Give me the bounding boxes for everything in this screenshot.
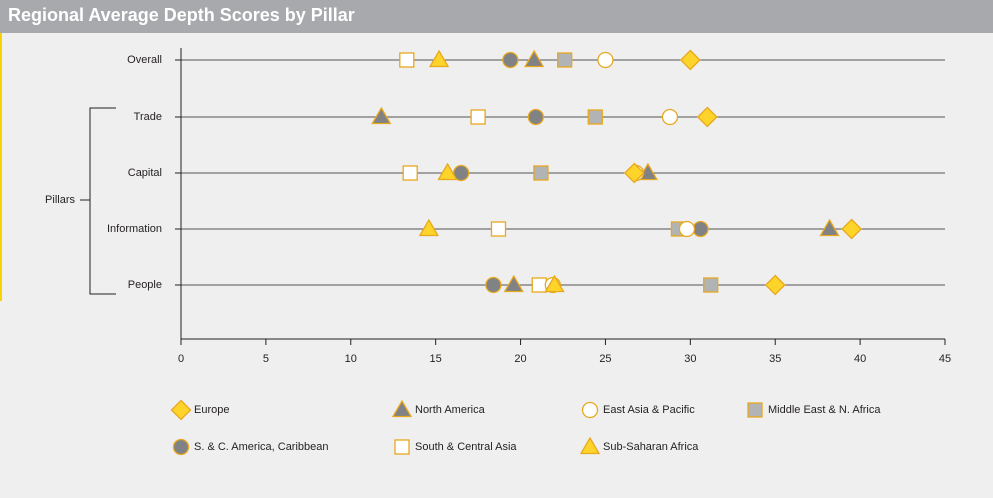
y-tick-label: Information: [107, 223, 162, 235]
legend-marker-east-asia-pacific: [581, 401, 599, 419]
data-point-middle-east-n-africa: [533, 165, 549, 181]
y-tick-label: Trade: [134, 111, 162, 123]
data-point-middle-east-n-africa: [703, 277, 719, 293]
x-tick-label: 5: [263, 353, 269, 365]
data-point-south-central-asia: [402, 165, 418, 181]
x-tick-label: 35: [769, 353, 781, 365]
data-point-middle-east-n-africa: [587, 109, 603, 125]
data-point-sub-saharan-africa: [418, 218, 440, 237]
legend-label-sub-saharan-africa: Sub-Saharan Africa: [603, 441, 699, 453]
x-tick-label: 30: [684, 353, 696, 365]
data-point-europe: [679, 49, 701, 71]
data-point-east-asia-pacific: [597, 51, 614, 69]
legend-label-s-c-america-caribbean: S. & C. America, Caribbean: [194, 441, 329, 453]
legend-label-south-central-asia: South & Central Asia: [415, 441, 517, 453]
data-point-east-asia-pacific: [678, 220, 696, 238]
data-point-europe: [696, 106, 718, 128]
x-tick-label: 0: [178, 353, 184, 365]
x-tick-label: 25: [599, 353, 611, 365]
data-point-sub-saharan-africa: [428, 49, 450, 68]
x-tick-label: 10: [345, 353, 357, 365]
data-point-europe: [841, 218, 863, 240]
x-tick-label: 20: [514, 353, 526, 365]
legend-label-east-asia-pacific: East Asia & Pacific: [603, 404, 695, 416]
data-point-north-america: [819, 218, 840, 237]
data-point-s-c-america-caribbean: [527, 108, 544, 126]
data-point-middle-east-n-africa: [557, 52, 573, 68]
data-point-north-america: [371, 106, 392, 125]
data-point-s-c-america-caribbean: [485, 276, 502, 294]
data-point-east-asia-pacific: [661, 108, 679, 126]
data-point-south-central-asia: [490, 221, 507, 237]
data-point-europe: [623, 162, 645, 184]
legend-label-europe: Europe: [194, 404, 229, 416]
data-point-sub-saharan-africa: [544, 274, 565, 293]
data-point-s-c-america-caribbean: [692, 220, 709, 238]
x-tick-label: 40: [854, 353, 866, 365]
legend-label-north-america: North America: [415, 404, 486, 416]
y-tick-label: People: [128, 279, 162, 291]
chart-title: Regional Average Depth Scores by Pillar: [8, 5, 355, 25]
data-point-south-central-asia: [531, 277, 547, 293]
data-point-south-central-asia: [470, 109, 486, 125]
x-tick-label: 15: [430, 353, 442, 365]
legend-marker-north-america: [391, 399, 413, 418]
data-point-south-central-asia: [399, 52, 415, 68]
data-point-s-c-america-caribbean: [452, 164, 470, 182]
accent-border: [0, 33, 2, 301]
legend-marker-south-central-asia: [394, 439, 410, 455]
data-point-europe: [764, 274, 786, 296]
y-tick-label: Capital: [128, 167, 162, 179]
pillars-bracket: [89, 107, 116, 295]
data-point-s-c-america-caribbean: [502, 51, 519, 69]
title-bar: Regional Average Depth Scores by Pillar: [0, 0, 993, 33]
legend-marker-sub-saharan-africa: [579, 436, 601, 455]
legend-label-middle-east-n-africa: Middle East & N. Africa: [768, 404, 881, 416]
pillars-label: Pillars: [45, 194, 75, 206]
data-point-sub-saharan-africa: [437, 162, 458, 181]
legend-marker-s-c-america-caribbean: [172, 438, 190, 456]
data-point-north-america: [524, 49, 545, 68]
legend-marker-europe: [170, 399, 192, 421]
y-tick-label: Overall: [127, 54, 162, 66]
x-tick-label: 45: [939, 353, 951, 365]
legend-marker-middle-east-n-africa: [747, 402, 763, 418]
data-point-north-america: [503, 274, 524, 293]
